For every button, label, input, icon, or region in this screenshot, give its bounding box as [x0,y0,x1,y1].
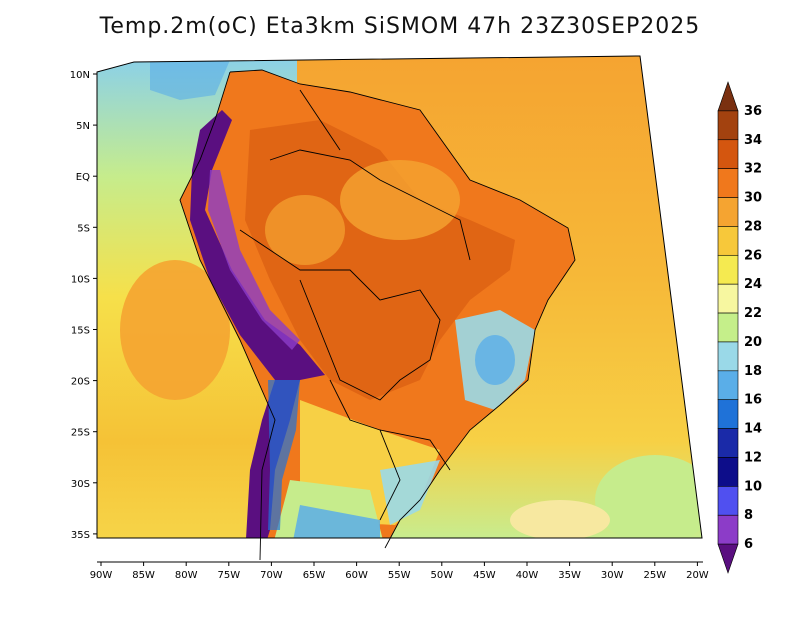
colorbar-swatch [717,514,739,545]
andes-cold-band [190,110,325,538]
colorbar-swatch [717,543,739,574]
lat-tick-label: 15S [71,326,90,337]
lat-tick-label: 30S [71,479,90,490]
colorbar-label: 30 [744,191,762,206]
colorbar-label: 24 [744,277,762,292]
colorbar-swatch [717,370,739,401]
lon-tick-label: 45W [473,570,496,581]
lon-tick-label: 90W [90,570,113,581]
lat-tick-label: 5S [77,223,90,234]
lat-tick-label: 20S [71,377,90,388]
lon-tick-label: 60W [345,570,368,581]
colorbar-swatch [717,110,739,141]
colorbar-label: 8 [744,508,753,523]
colorbar-label: 12 [744,450,762,465]
colorbar-label: 20 [744,335,762,350]
lon-tick-label: 30W [601,570,624,581]
lon-tick-label: 35W [558,570,581,581]
lon-tick-label: 50W [430,570,453,581]
longitude-axis: 90W 85W 80W 75W 70W 65W 60W 55W 50W 45W 40W 35W 30W 2… [90,561,709,581]
colorbar-label: 16 [744,393,762,408]
colorbar-swatch [717,283,739,314]
country-borders [179,69,576,561]
latitude-axis: 10N 5N EQ 5S 10S 15S 20S 25S 30S 35S [70,70,97,541]
lat-tick-label: 35S [71,530,90,541]
colorbar-label: 34 [744,133,762,148]
colorbar: 36 34 32 30 28 26 24 22 20 18 16 14 12 10 8 6 [717,81,762,574]
colorbar-swatch [717,226,739,256]
colorbar-label: 26 [744,248,762,263]
colorbar-swatch [717,197,739,227]
colorbar-label: 22 [744,306,762,321]
map-title: Temp.2m(oC) Eta3km SiSMOM 47h 23Z30SEP20… [99,14,701,39]
colorbar-swatch [717,486,739,516]
lon-tick-label: 85W [132,570,155,581]
lat-tick-label: 10S [71,274,90,285]
lon-tick-label: 25W [643,570,666,581]
lon-tick-label: 65W [303,570,326,581]
colorbar-label: 32 [744,162,762,177]
colorbar-swatch [717,399,739,429]
colorbar-label: 18 [744,364,762,379]
lat-tick-label: 25S [71,428,90,439]
colorbar-swatch [717,341,739,372]
colorbar-swatch [717,81,739,112]
colorbar-label: 6 [744,537,753,552]
lon-tick-label: 75W [217,570,240,581]
colorbar-swatch [717,457,739,487]
colorbar-swatch [717,139,739,169]
colorbar-label: 10 [744,479,762,494]
lon-tick-label: 80W [175,570,198,581]
colorbar-swatch [717,312,739,343]
lon-tick-label: 55W [388,570,411,581]
colorbar-label: 14 [744,422,762,437]
colorbar-label: 36 [744,104,762,119]
lon-tick-label: 40W [516,570,539,581]
lon-tick-label: 70W [260,570,283,581]
lon-tick-label: 20W [686,570,709,581]
lat-tick-label: 10N [70,70,90,81]
colorbar-swatch [717,428,739,458]
lat-tick-label: 5N [76,121,90,132]
temperature-field [97,56,702,538]
colorbar-label: 28 [744,219,762,234]
lat-tick-label: EQ [76,172,90,183]
colorbar-swatch [717,168,739,198]
colorbar-swatch [717,254,739,285]
